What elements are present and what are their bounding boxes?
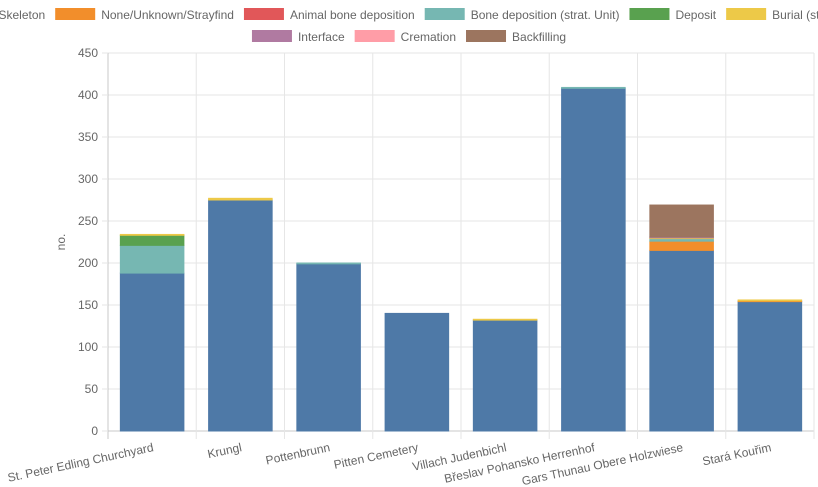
bar-burial-strat-unit-villach-judenbichl[interactable] (472, 318, 538, 321)
legend-label: Skeleton (0, 8, 45, 22)
y-tick-label: 100 (78, 340, 98, 354)
bar-skeleton-star-kou-im[interactable] (737, 301, 803, 432)
bar-burial-strat-unit-star-kou-im[interactable] (737, 299, 803, 302)
bar-skeleton-gars-thunau-obere-holzwiese[interactable] (649, 249, 714, 432)
x-tick-label: Pottenbrunn (264, 440, 331, 467)
bar-bone-deposition-strat-unit-b-eslav-pohansko-herrenhof[interactable] (561, 86, 626, 89)
y-tick-label: 400 (78, 88, 98, 102)
legend: Skeleton None/Unknown/Strayfind Animal bon… (0, 8, 818, 44)
bar-skeleton-pottenbrunn[interactable] (296, 263, 361, 432)
legend-label: Cremation (401, 30, 456, 44)
legend-swatch (629, 8, 670, 20)
bar-none-unknown-strayfind-gars-thunau-obere-holzwiese[interactable] (649, 240, 714, 251)
legend-label: Bone deposition (strat. Unit) (471, 8, 620, 22)
legend-item-none-unknown-strayfind[interactable]: None/Unknown/Strayfind (55, 8, 234, 22)
y-tick-label: 150 (78, 298, 98, 312)
y-axis-label: no. (54, 234, 68, 251)
y-tick-label: 250 (78, 214, 98, 228)
legend-label: Burial (strat. Unit) (772, 8, 818, 22)
bar-deposit-st-peter-edling-churchyard[interactable] (119, 234, 185, 246)
y-tick-label: 450 (78, 46, 98, 60)
legend-swatch (354, 30, 395, 42)
bar-burial-strat-unit-st-peter-edling-churchyard[interactable] (119, 233, 185, 236)
legend-item-skeleton[interactable]: Skeleton (0, 8, 45, 22)
legend-swatch (251, 30, 292, 42)
legend-label: Deposit (675, 8, 716, 22)
bar-skeleton-krungl[interactable] (208, 199, 273, 432)
bar-bone-deposition-strat-unit-st-peter-edling-churchyard[interactable] (119, 244, 185, 274)
bars (119, 86, 803, 432)
legend-swatch (424, 8, 465, 20)
bar-bone-deposition-strat-unit-pottenbrunn[interactable] (296, 262, 361, 265)
legend-item-backfilling[interactable]: Backfilling (466, 30, 566, 44)
legend-item-burial-strat-unit[interactable]: Burial (strat. Unit) (726, 8, 818, 22)
legend-swatch (726, 8, 767, 20)
x-tick-label: St. Peter Edling Churchyard (6, 440, 154, 485)
x-tick-label: Krungl (206, 440, 243, 461)
legend-item-animal-bone-deposition[interactable]: Animal bone deposition (243, 8, 415, 22)
x-tick-label: Pitten Cemetery (332, 440, 419, 472)
legend-item-cremation[interactable]: Cremation (354, 30, 456, 44)
legend-label: None/Unknown/Strayfind (101, 8, 234, 22)
legend-item-deposit[interactable]: Deposit (629, 8, 717, 22)
y-tick-label: 350 (78, 130, 98, 144)
bar-skeleton-pitten-cemetery[interactable] (384, 312, 450, 432)
legend-item-interface[interactable]: Interface (251, 30, 345, 44)
y-tick-label: 0 (91, 424, 98, 438)
legend-label: Backfilling (512, 30, 566, 44)
legend-label: Animal bone deposition (290, 8, 415, 22)
y-tick-label: 50 (85, 382, 99, 396)
legend-swatch (55, 8, 96, 20)
legend-swatch (243, 8, 284, 20)
y-tick-label: 200 (78, 256, 98, 270)
legend-item-bone-deposition-strat-unit[interactable]: Bone deposition (strat. Unit) (424, 8, 620, 22)
bar-skeleton-st-peter-edling-churchyard[interactable] (119, 272, 185, 432)
legend-swatch (466, 30, 507, 42)
legend-label: Interface (298, 30, 345, 44)
bar-skeleton-b-eslav-pohansko-herrenhof[interactable] (561, 87, 626, 432)
y-tick-label: 300 (78, 172, 98, 186)
x-tick-label: Stará Kouřim (701, 440, 772, 468)
bar-skeleton-villach-judenbichl[interactable] (472, 319, 538, 432)
bar-burial-strat-unit-krungl[interactable] (208, 197, 273, 201)
bar-backfilling-gars-thunau-obere-holzwiese[interactable] (649, 204, 714, 238)
